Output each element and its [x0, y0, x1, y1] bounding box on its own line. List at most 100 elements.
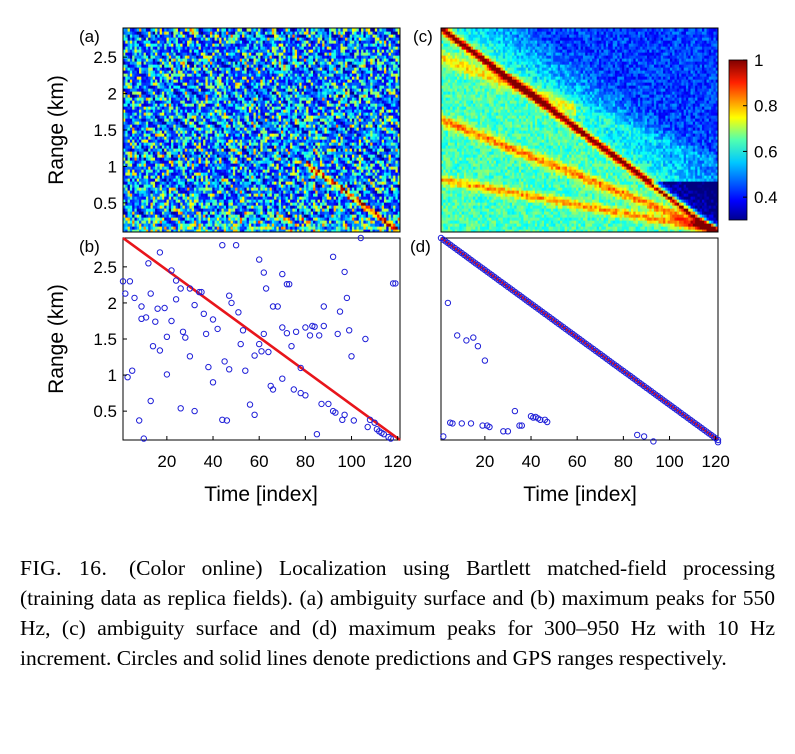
heatmap-cell [223, 229, 227, 232]
heatmap-cell [235, 208, 239, 212]
heatmap-cell [123, 139, 126, 143]
heatmap-cell [161, 142, 165, 146]
heatmap-cell [200, 196, 204, 200]
heatmap-cell [361, 172, 364, 176]
heatmap-cell [248, 211, 252, 215]
heatmap-cell [123, 106, 126, 110]
heatmap-cell [132, 217, 136, 221]
heatmap-cell [187, 223, 190, 227]
heatmap-cell [143, 169, 147, 173]
heatmap-cell [340, 187, 344, 191]
heatmap-cell [177, 202, 181, 206]
heatmap-cell [251, 145, 255, 149]
heatmap-cell [361, 127, 364, 131]
heatmap-cell [209, 175, 213, 179]
heatmap-cell [315, 166, 319, 170]
heatmap-cell [287, 163, 291, 167]
heatmap-cell [381, 163, 385, 167]
heatmap-cell [150, 175, 154, 179]
heatmap-cell [216, 127, 220, 131]
heatmap-cell [395, 193, 399, 197]
heatmap-cell [390, 169, 394, 173]
heatmap-cell [285, 202, 289, 206]
heatmap-cell [299, 109, 303, 113]
heatmap-cell [136, 145, 140, 149]
heatmap-cell [269, 157, 273, 161]
heatmap-cell [168, 220, 172, 224]
heatmap-cell [200, 184, 204, 188]
heatmap-cell [361, 184, 364, 188]
heatmap-cell [338, 214, 342, 218]
heatmap-cell [276, 184, 280, 188]
heatmap-cell [390, 115, 394, 119]
heatmap-cell [260, 157, 264, 161]
heatmap-cell [262, 127, 266, 131]
heatmap-cell [166, 172, 170, 176]
heatmap-cell [171, 163, 174, 167]
heatmap-cell [223, 136, 227, 140]
heatmap-cell [349, 202, 353, 206]
heatmap-cell [356, 205, 360, 209]
heatmap-cell [152, 217, 156, 221]
heatmap-cell [148, 193, 152, 197]
heatmap-cell [351, 142, 355, 146]
heatmap-cell [177, 148, 181, 152]
heatmap-cell [253, 139, 257, 143]
heatmap-cell [324, 199, 328, 203]
heatmap-cell [127, 157, 131, 161]
heatmap-cell [377, 220, 380, 224]
heatmap-cell [189, 145, 193, 149]
heatmap-cell [141, 157, 145, 161]
heatmap-cell [203, 193, 207, 197]
heatmap-cell [166, 187, 170, 191]
heatmap-cell [283, 136, 287, 140]
heatmap-cell [285, 175, 289, 179]
heatmap-cell [148, 208, 152, 212]
heatmap-cell [258, 178, 261, 182]
heatmap-cell [342, 205, 346, 209]
heatmap-cell [258, 118, 261, 122]
heatmap-cell [296, 220, 300, 224]
heatmap-cell [315, 118, 319, 122]
heatmap-cell [299, 130, 303, 134]
heatmap-cell [132, 151, 136, 155]
heatmap-cell [260, 121, 264, 125]
heatmap-cell [191, 160, 195, 164]
heatmap-cell [333, 145, 337, 149]
heatmap-cell [226, 139, 229, 143]
heatmap-cell [150, 124, 154, 128]
heatmap-cell [296, 190, 300, 194]
heatmap-cell [381, 127, 385, 131]
heatmap-cell [322, 151, 326, 155]
heatmap-cell [278, 109, 282, 113]
heatmap-cell [351, 121, 355, 125]
heatmap-cell [134, 139, 138, 143]
heatmap-cell [230, 199, 234, 203]
heatmap-cell [386, 115, 390, 119]
heatmap-cell [262, 175, 266, 179]
heatmap-cell [367, 139, 371, 143]
heatmap-cell [228, 190, 232, 194]
heatmap-cell [363, 127, 367, 131]
heatmap-cell [271, 151, 275, 155]
heatmap-cell [171, 109, 174, 113]
heatmap-cell [152, 169, 156, 173]
heatmap-cell [370, 208, 374, 212]
heatmap-cell [342, 130, 346, 134]
heatmap-cell [187, 175, 190, 179]
heatmap-cell [127, 151, 131, 155]
heatmap-cell [345, 205, 348, 209]
heatmap-cell [372, 175, 376, 179]
heatmap-cell [267, 178, 271, 182]
heatmap-cell [248, 115, 252, 119]
heatmap-cell [274, 220, 277, 224]
heatmap-cell [166, 154, 170, 158]
heatmap-cell [207, 175, 211, 179]
heatmap-cell [166, 166, 170, 170]
heatmap-cell [310, 229, 314, 232]
heatmap-cell [296, 193, 300, 197]
heatmap-cell [198, 115, 202, 119]
heatmap-cell [139, 145, 142, 149]
heatmap-cell [219, 130, 223, 134]
heatmap-cell [308, 142, 312, 146]
